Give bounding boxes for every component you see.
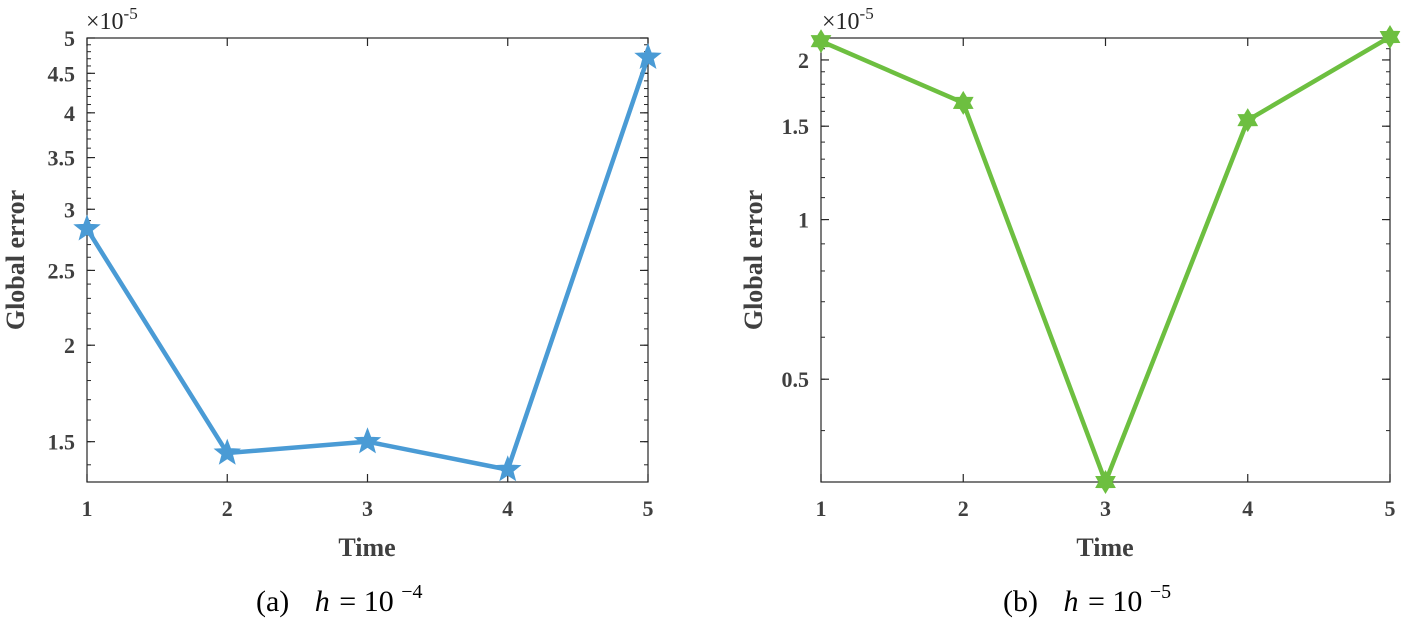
series-line — [820, 35, 1392, 485]
x-tick-label: 3 — [1100, 496, 1111, 521]
data-point — [634, 42, 662, 69]
y-tick-label: 2 — [64, 333, 75, 358]
chart-panel-a: 1.5 2 2.5 3 3.5 4 4.5 5 1 2 3 4 5 ×10-5 Time Global… — [1, 4, 662, 618]
x-tick-labels: 1 2 3 4 5 — [82, 496, 654, 521]
series-line — [85, 56, 651, 472]
x-tick-label: 4 — [502, 496, 513, 521]
y-tick-label: 5 — [64, 26, 75, 51]
x-tick-label: 1 — [816, 496, 827, 521]
x-tick-label: 2 — [222, 496, 233, 521]
data-point — [494, 455, 522, 482]
y-tick-label: 4 — [64, 101, 75, 126]
y-axis-label: Global error — [739, 190, 768, 330]
plot-frame — [820, 37, 1391, 483]
y-tick-label: 4.5 — [48, 61, 76, 86]
y-tick-label: 3 — [64, 197, 75, 222]
caption-a: (a) h = 10 −4 — [256, 581, 423, 618]
y-tick-label: 2 — [798, 48, 809, 73]
x-tick-label: 3 — [362, 496, 373, 521]
y-tick-label: 0.5 — [782, 367, 810, 392]
y-tick-label: 2.5 — [48, 258, 76, 283]
tick-marks — [86, 37, 649, 482]
data-point — [73, 214, 101, 241]
plot-frame — [86, 37, 649, 483]
data-series — [73, 42, 662, 482]
x-tick-label: 4 — [1242, 496, 1253, 521]
y-axis-exponent: ×10-5 — [86, 4, 138, 35]
y-tick-label: 3.5 — [48, 146, 76, 171]
data-point — [952, 90, 974, 115]
data-point — [1379, 24, 1401, 49]
x-tick-label: 2 — [958, 496, 969, 521]
caption-b: (b) h = 10 −5 — [1003, 581, 1171, 618]
data-series — [810, 24, 1401, 494]
y-axis-exponent: ×10-5 — [822, 4, 874, 35]
y-tick-label: 1.5 — [782, 114, 810, 139]
chart-panel-b: 0.5 1 1.5 2 1 2 3 4 5 ×10-5 Time Global error (… — [739, 4, 1401, 618]
x-tick-label: 5 — [1385, 496, 1396, 521]
data-point — [1095, 470, 1116, 494]
y-tick-labels: 1.5 2 2.5 3 3.5 4 4.5 5 — [48, 26, 76, 455]
x-tick-label: 5 — [643, 496, 654, 521]
x-tick-labels: 1 2 3 4 5 — [816, 496, 1396, 521]
data-point — [1237, 108, 1259, 133]
tick-marks — [820, 38, 1391, 482]
data-point — [353, 427, 382, 454]
y-axis-label: Global error — [1, 190, 30, 330]
y-tick-label: 1.5 — [48, 430, 76, 455]
y-tick-label: 1 — [798, 208, 809, 233]
x-tick-label: 1 — [82, 496, 93, 521]
x-axis-label: Time — [1076, 533, 1133, 562]
data-point — [810, 29, 832, 54]
data-point — [213, 438, 241, 465]
y-tick-labels: 0.5 1 1.5 2 — [782, 48, 810, 392]
x-axis-label: Time — [338, 533, 395, 562]
